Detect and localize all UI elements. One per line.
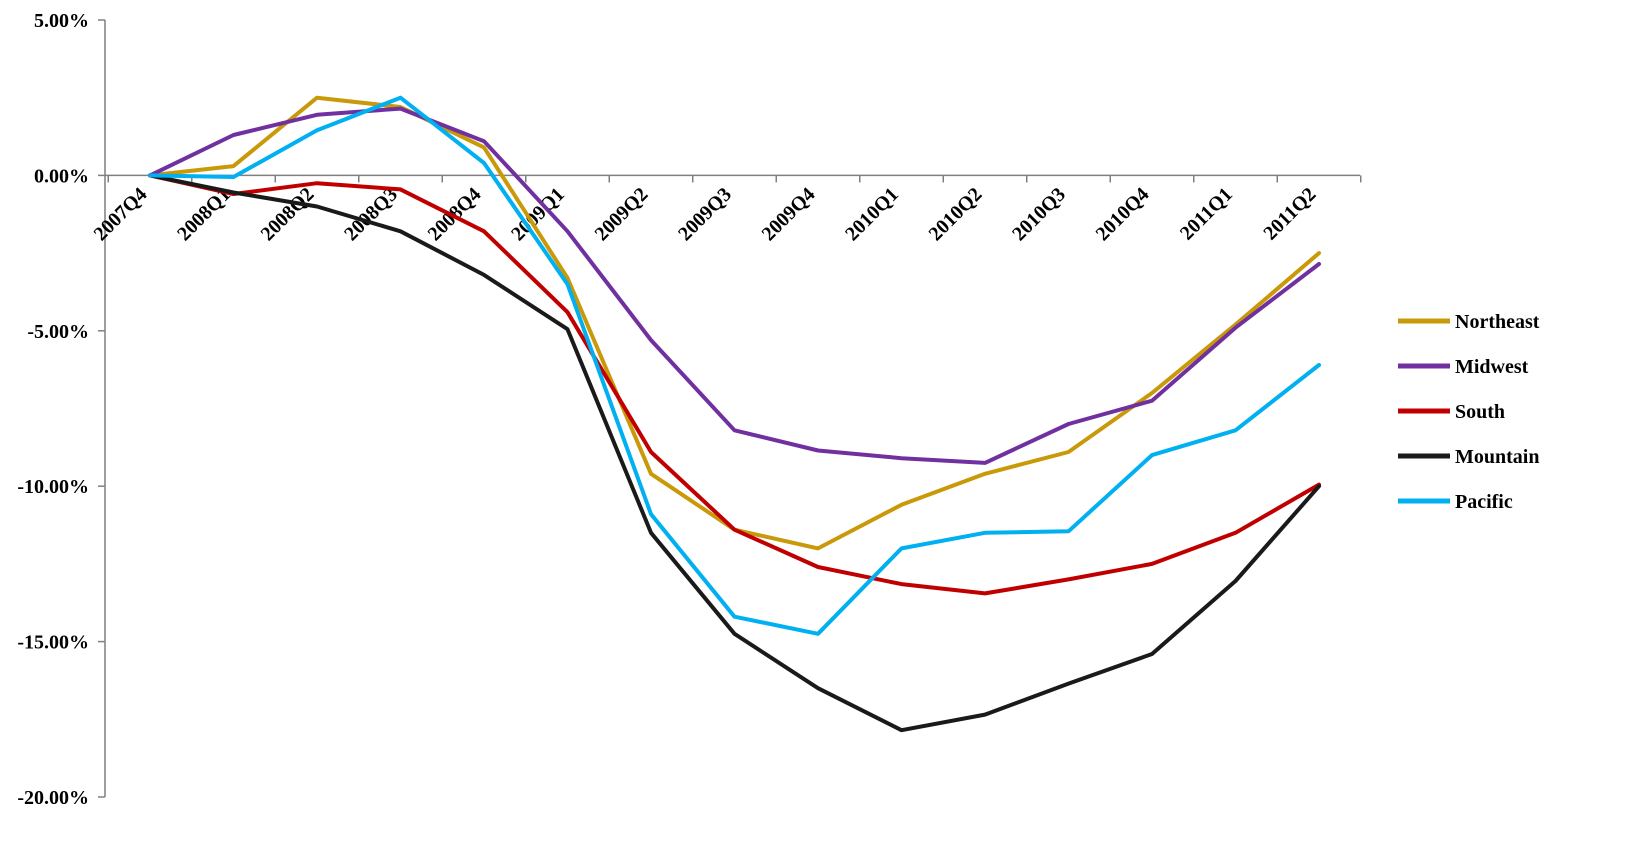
y-tick-label: 5.00% bbox=[34, 10, 89, 32]
y-axis: 5.00% 0.00% -5.00% -10.00% -15.00% -20.00% bbox=[17, 10, 106, 809]
x-tick-label: 2010Q1 bbox=[841, 183, 903, 245]
legend-label-northeast: Northeast bbox=[1455, 311, 1540, 333]
series-line-south bbox=[148, 173, 1321, 596]
y-tick-label: -10.00% bbox=[17, 476, 89, 498]
x-tick-label: 2009Q2 bbox=[591, 183, 653, 245]
legend-label-south: South bbox=[1455, 401, 1505, 423]
x-tick-label: 2011Q1 bbox=[1176, 183, 1237, 244]
legend-label-pacific: Pacific bbox=[1455, 491, 1513, 513]
x-tick-label: 2010Q3 bbox=[1008, 183, 1070, 245]
x-axis: 2007Q4 2008Q1 2008Q2 2008Q3 2008Q4 2009Q1 2009… bbox=[90, 174, 1362, 245]
x-tick-label: 2009Q4 bbox=[758, 183, 820, 245]
series-line-pacific bbox=[148, 95, 1321, 636]
y-tick-label: -20.00% bbox=[17, 787, 89, 809]
legend-label-mountain: Mountain bbox=[1455, 446, 1539, 468]
x-tick-label: 2011Q2 bbox=[1259, 183, 1320, 244]
x-tick-label: 2008Q2 bbox=[257, 183, 319, 245]
x-tick-label: 2009Q1 bbox=[507, 183, 569, 245]
series-line-midwest bbox=[148, 106, 1321, 465]
y-tick-label: 0.00% bbox=[34, 165, 89, 187]
legend: Northeast Midwest South Mountain Pacific bbox=[1398, 311, 1540, 513]
x-tick-label: 2010Q2 bbox=[925, 183, 987, 245]
legend-label-midwest: Midwest bbox=[1455, 356, 1529, 378]
x-tick-label: 2010Q4 bbox=[1092, 183, 1154, 245]
series-line-mountain bbox=[148, 173, 1321, 733]
y-tick-label: -15.00% bbox=[17, 632, 89, 654]
series-lines bbox=[148, 95, 1321, 733]
y-tick-label: -5.00% bbox=[27, 321, 89, 343]
x-tick-label: 2009Q3 bbox=[674, 183, 736, 245]
series-line-northeast bbox=[148, 95, 1321, 551]
x-tick-label: 2007Q4 bbox=[90, 183, 152, 245]
